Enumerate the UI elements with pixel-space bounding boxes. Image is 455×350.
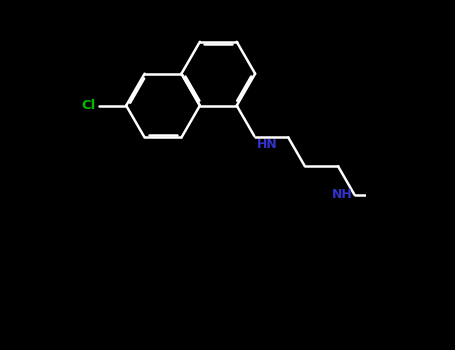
Text: HN: HN bbox=[257, 138, 278, 151]
Text: NH: NH bbox=[332, 188, 353, 202]
Text: Cl: Cl bbox=[81, 99, 96, 112]
